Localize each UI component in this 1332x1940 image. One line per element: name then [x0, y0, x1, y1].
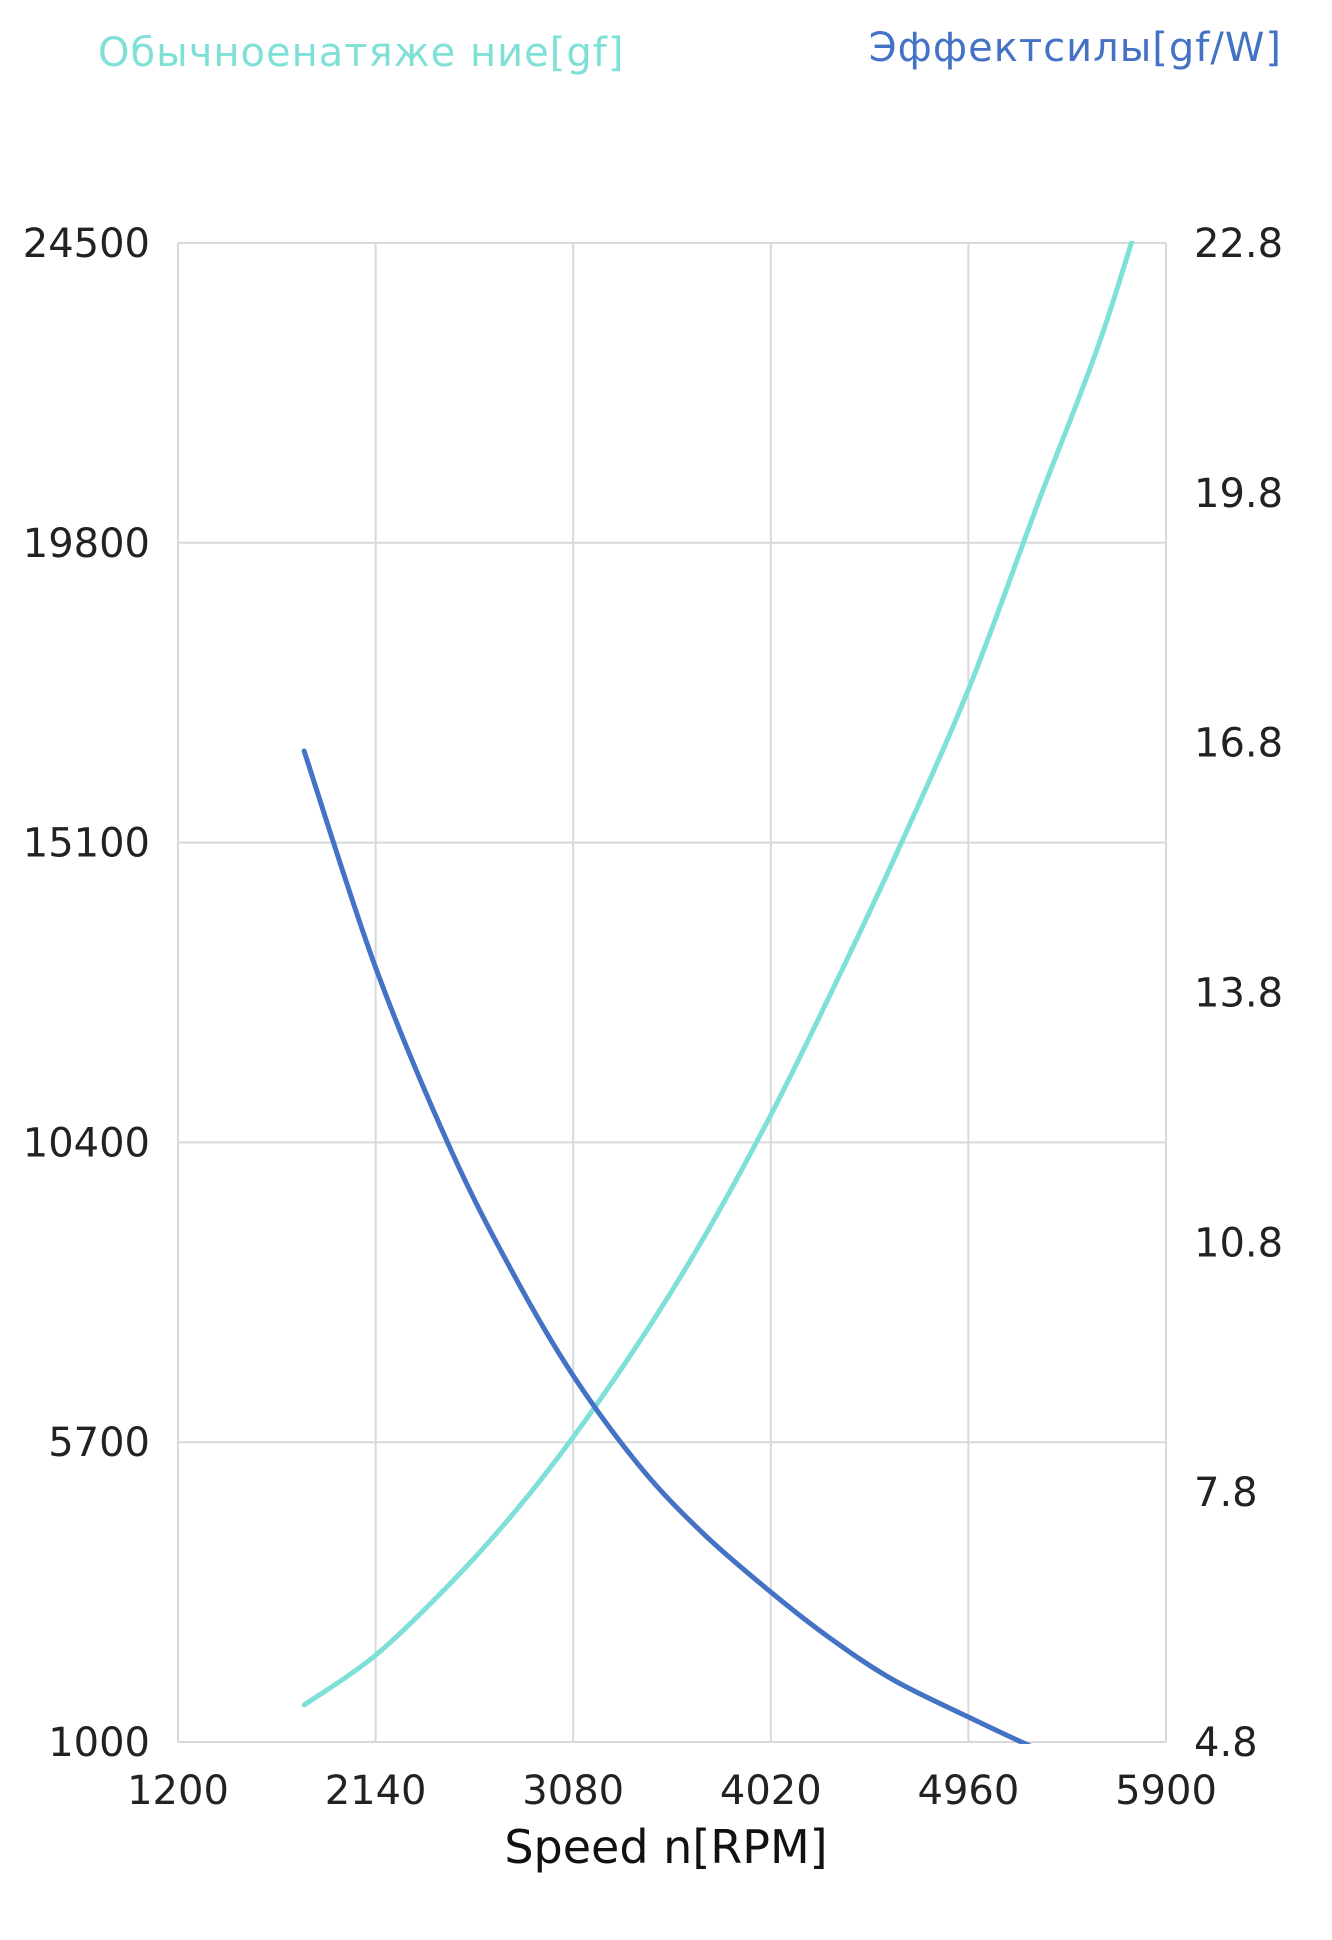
- y-right-tick-label: 7.8: [1194, 1470, 1258, 1516]
- y-right-tick-label: 4.8: [1194, 1720, 1258, 1766]
- y-axis-right-ticks: 4.8 7.8 10.8 13.8 16.8 19.8 22.8: [1194, 221, 1283, 1766]
- y-left-tick-label: 5700: [48, 1420, 150, 1466]
- y-left-tick-label: 24500: [23, 221, 150, 267]
- series-lines: [301, 241, 1135, 1744]
- y-right-tick-label: 10.8: [1194, 1220, 1283, 1266]
- x-tick-label: 1200: [127, 1768, 229, 1814]
- y-axis-left-ticks: 1000 5700 10400 15100 19800 24500: [23, 221, 150, 1766]
- gridlines: [177, 242, 1167, 1743]
- y-right-tick-label: 19.8: [1194, 471, 1283, 517]
- y-left-tick-label: 19800: [23, 521, 150, 567]
- legend-right-series: Эффектсилы[gf/W]: [868, 25, 1282, 71]
- legend-left-series: Обычноенатяже ние[gf]: [98, 30, 625, 76]
- x-axis-label: Speed n[RPM]: [504, 1820, 828, 1874]
- x-tick-label: 4960: [918, 1768, 1020, 1814]
- y-left-tick-label: 15100: [23, 821, 150, 867]
- y-left-tick-label: 10400: [23, 1120, 150, 1166]
- series-line-thrust: [301, 241, 1135, 1708]
- series-line-efficiency: [301, 748, 1032, 1744]
- x-tick-label: 4020: [720, 1768, 822, 1814]
- y-right-tick-label: 16.8: [1194, 721, 1283, 767]
- y-right-tick-label: 22.8: [1194, 221, 1283, 267]
- y-left-tick-label: 1000: [48, 1720, 150, 1766]
- x-tick-label: 5900: [1115, 1768, 1217, 1814]
- x-tick-label: 3080: [522, 1768, 624, 1814]
- y-right-tick-label: 13.8: [1194, 971, 1283, 1017]
- x-axis-ticks: 1200 2140 3080 4020 4960 5900: [127, 1768, 1217, 1814]
- x-tick-label: 2140: [325, 1768, 427, 1814]
